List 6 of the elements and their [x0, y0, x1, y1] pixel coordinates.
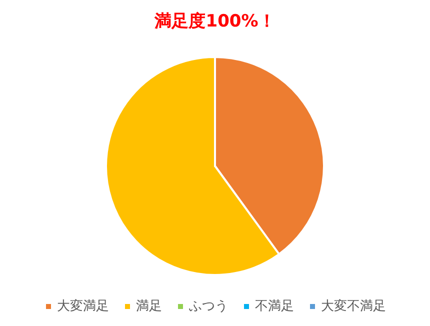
legend-label: 大変不満足 [321, 298, 386, 314]
legend-label: 大変満足 [57, 298, 109, 314]
chart-title: 満足度100%！ [154, 12, 276, 32]
legend-label: ふつう [188, 299, 228, 314]
legend-label: 満足 [136, 299, 162, 314]
legend-label: 不満足 [255, 299, 294, 314]
